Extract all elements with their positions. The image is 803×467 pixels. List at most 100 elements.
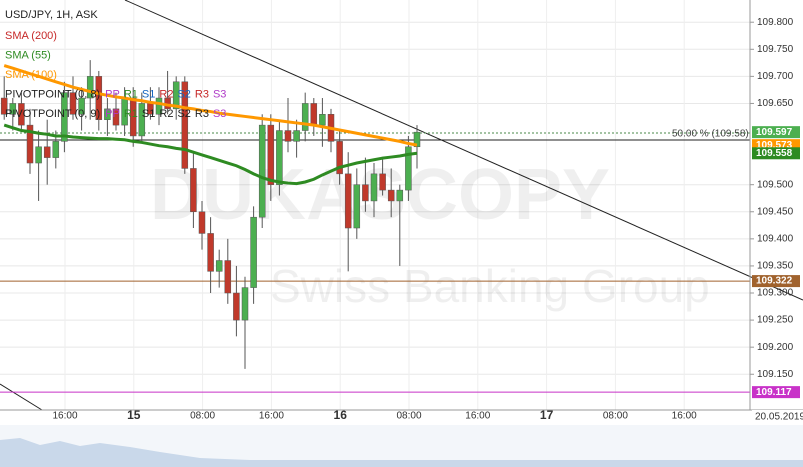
candle-body [61,92,68,142]
candle-body [336,141,343,175]
legend-item: R1 [124,88,138,100]
price-label-box [752,147,800,160]
candle-body [370,173,378,202]
candle-body [78,97,85,115]
trend-line [0,383,43,411]
candle-body [35,146,42,164]
axes: 109.150 109.200 109.250 109.300 109.350 109.4… [52,17,803,423]
candle-body [413,131,421,148]
x-tick-label: 16:00 [672,411,697,422]
plot [0,60,750,393]
y-tick-label: 109.650 [757,98,794,109]
candle-body [198,211,206,234]
candle-body [250,216,257,288]
candle-body [224,260,232,294]
candle-body [9,103,17,115]
y-tick-label: 109.450 [757,206,794,217]
candle-body [344,173,352,229]
candle-body [181,81,189,169]
date-label: 20.05.2019 [755,412,803,423]
candle-body [69,92,77,115]
x-tick-label: 16:00 [259,411,284,422]
candle-body [190,168,197,213]
chart-title: USD/JPY, 1H, ASK [5,9,98,21]
candle-body [18,103,25,126]
y-tick-label: 109.300 [757,288,794,299]
candle-body [172,81,180,110]
price-label: 109.597 [756,127,793,138]
legend: USD/JPY, 1H, ASK SMA (200) SMA (55) SMA (10… [5,9,226,120]
candle-body [379,173,386,191]
candle-body [267,124,275,185]
price-label-box [752,386,800,399]
legend-item: R1 [124,108,138,120]
sma-line [3,64,418,147]
price-label: 109.322 [756,276,793,287]
x-tick-label: 08:00 [190,411,215,422]
candle-body [284,130,292,142]
legend-item: R2 [159,108,173,120]
y-tick-label: 109.750 [757,44,794,55]
candle-body [258,124,266,218]
candle-body [301,103,309,131]
legend-item: R3 [195,88,209,100]
candle-body [387,189,395,202]
legend-item: SMA (100) [5,69,57,81]
candle-body [155,97,163,115]
legend-item: S1 [142,108,155,120]
sma-line [3,123,418,186]
candle-body [215,260,223,272]
candle-body [353,184,361,229]
legend-item: S3 [213,88,226,100]
legend-item: PP [105,108,120,120]
y-tick-label: 109.200 [757,342,794,353]
legend-item: SMA (55) [5,49,51,61]
date-box [752,410,803,423]
y-tick-label: 109.250 [757,315,794,326]
candle-body [104,108,111,120]
candle-body [43,146,51,158]
y-tick-label: 109.350 [757,261,794,272]
y-tick-label: 109.400 [757,233,794,244]
navigator-area [0,438,803,467]
candle-body [233,292,240,321]
candle-body [86,76,94,99]
watermark: Swiss Banking Group [270,260,710,312]
y-tick-label: 109.500 [757,179,794,190]
candle-body [138,103,146,137]
candle-body [362,184,369,202]
legend-item: R3 [195,108,209,120]
candle-body [95,76,103,120]
legend-item: PIVOTPOINT (0, 9) [5,108,100,120]
x-tick-label: 17 [540,408,554,422]
legend-item: S2 [177,108,190,120]
candle-body [241,287,249,321]
fib-annotation: 50.00 % (109.58) [672,129,749,140]
price-label: 109.558 [756,148,793,159]
candle-body [129,97,137,137]
price-label-box [752,275,800,288]
y-tick-label: 109.800 [757,17,794,28]
candle-body [293,130,300,142]
candle-body [276,130,283,185]
candle-body [310,103,318,126]
candle-body [52,141,60,158]
x-tick-label: 16 [334,408,348,422]
price-label: 109.573 [756,140,793,151]
legend-item: S1 [142,88,155,100]
candle-body [112,108,120,126]
trend-line [124,0,803,301]
x-tick-label: 08:00 [603,411,628,422]
legend-item: SMA (200) [5,30,57,42]
price-label-box [752,126,800,139]
y-tick-label: 109.700 [757,71,794,82]
legend-item: R2 [159,88,173,100]
candle-body [0,97,8,115]
legend-item: PP [105,88,120,100]
x-tick-label: 08:00 [396,411,421,422]
candle-body [319,114,326,126]
legend-item: PIVOTPOINT (0, 8) [5,88,100,100]
x-tick-label: 16:00 [465,411,490,422]
price-label: 109.117 [756,387,792,398]
